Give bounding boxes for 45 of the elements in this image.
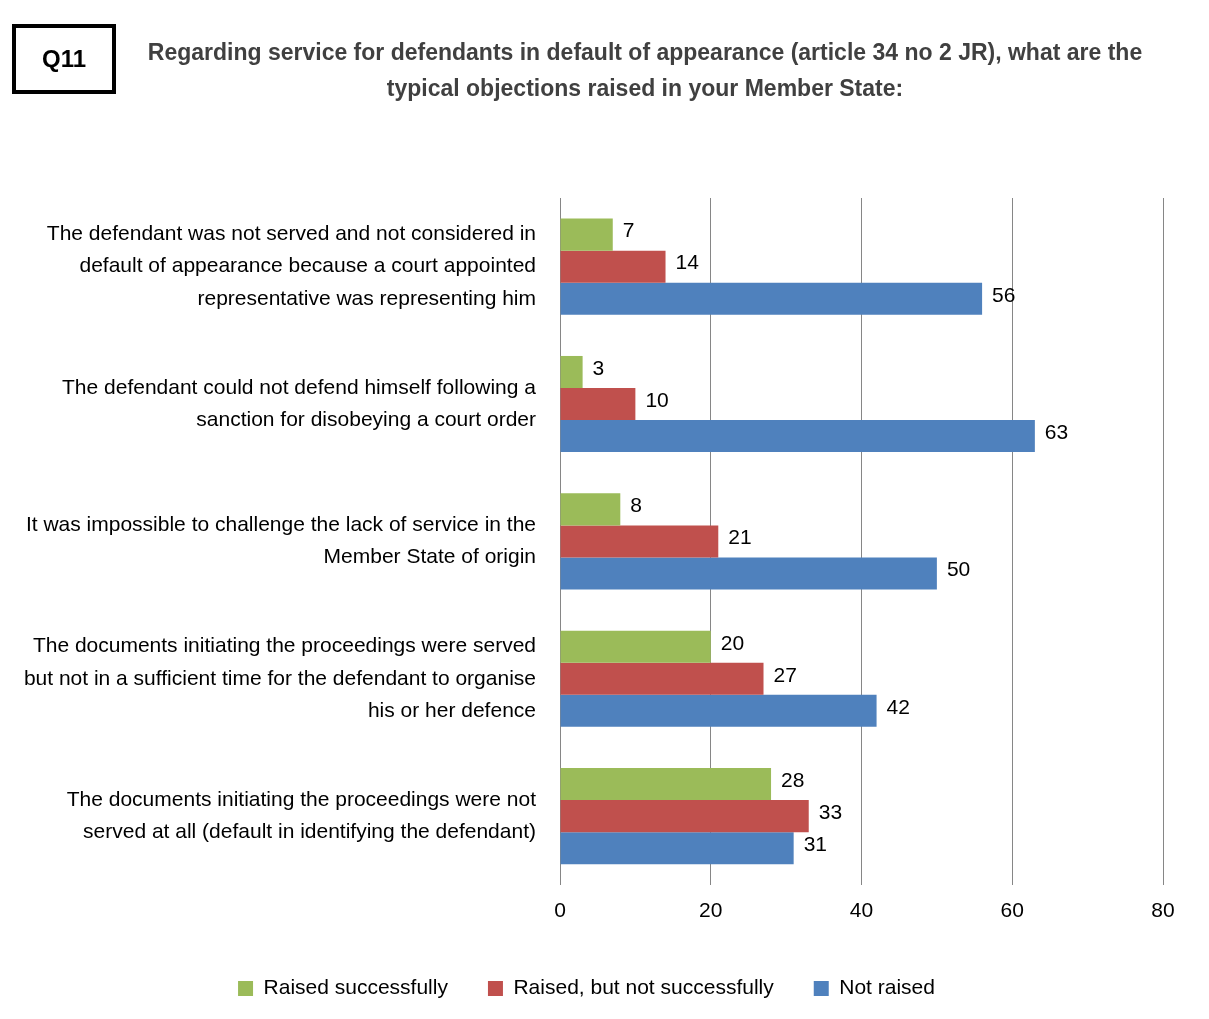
data-label: 8: [630, 493, 642, 517]
bar: [560, 420, 1035, 453]
data-label: 50: [946, 557, 971, 581]
bar: [560, 218, 613, 251]
bar: [560, 355, 583, 389]
y-tick-label: The defendant could not defend himself following a sanction for disobeying a court order: [62, 374, 537, 431]
bar: [560, 800, 809, 833]
data-label: 28: [781, 767, 805, 791]
x-tick-label: 60: [1000, 898, 1024, 922]
data-label: 3: [592, 355, 605, 379]
data-label: 7: [622, 218, 635, 242]
data-label: 33: [818, 799, 843, 823]
data-label: 20: [720, 630, 745, 654]
x-tick-label: 40: [849, 898, 874, 922]
data-label: 14: [675, 250, 700, 274]
y-tick-label: The documents initiating the proceedings were served but not in a sufficient time for the defendant to organise his or her defence: [23, 633, 536, 722]
data-label: 63: [1044, 419, 1069, 443]
bar: [560, 388, 636, 421]
bar: [560, 250, 666, 283]
data-label: 31: [803, 831, 828, 855]
y-tick-label: It was impossible to challenge the lack of service in the Member State of origin: [25, 511, 536, 568]
chart-title: Regarding service for defendants in default of appearance (article 34 no 2 JR), what are the typical objections raised in your Member State:: [146, 38, 1144, 103]
data-label: 21: [728, 525, 752, 549]
legend-label: Not raised: [839, 975, 935, 999]
bar: [560, 662, 764, 695]
bar: [560, 630, 711, 663]
y-tick-label: The documents initiating the proceedings were not served at all (default in identifying the defendant): [66, 786, 537, 843]
legend-label: Raised successfully: [263, 975, 449, 999]
legend-label: Raised, but not successfully: [513, 975, 775, 999]
bar: [560, 282, 983, 315]
data-label: 10: [645, 387, 669, 411]
x-tick-label: 20: [699, 898, 723, 922]
bar: [560, 694, 877, 727]
text: Q11: [12, 24, 116, 94]
data-label: 27: [773, 662, 797, 686]
bar: [560, 832, 794, 865]
y-tick-label: The defendant was not served and not considered in default of appearance because a court appointed representative was representing him: [46, 220, 536, 310]
bar: [560, 768, 772, 801]
data-label: 42: [886, 694, 910, 718]
bar: [560, 525, 719, 558]
x-tick-label: 80: [1151, 898, 1175, 922]
data-label: 56: [992, 282, 1016, 306]
x-tick-label: 0: [554, 898, 566, 922]
bar: [560, 493, 621, 526]
bar: [560, 557, 937, 590]
